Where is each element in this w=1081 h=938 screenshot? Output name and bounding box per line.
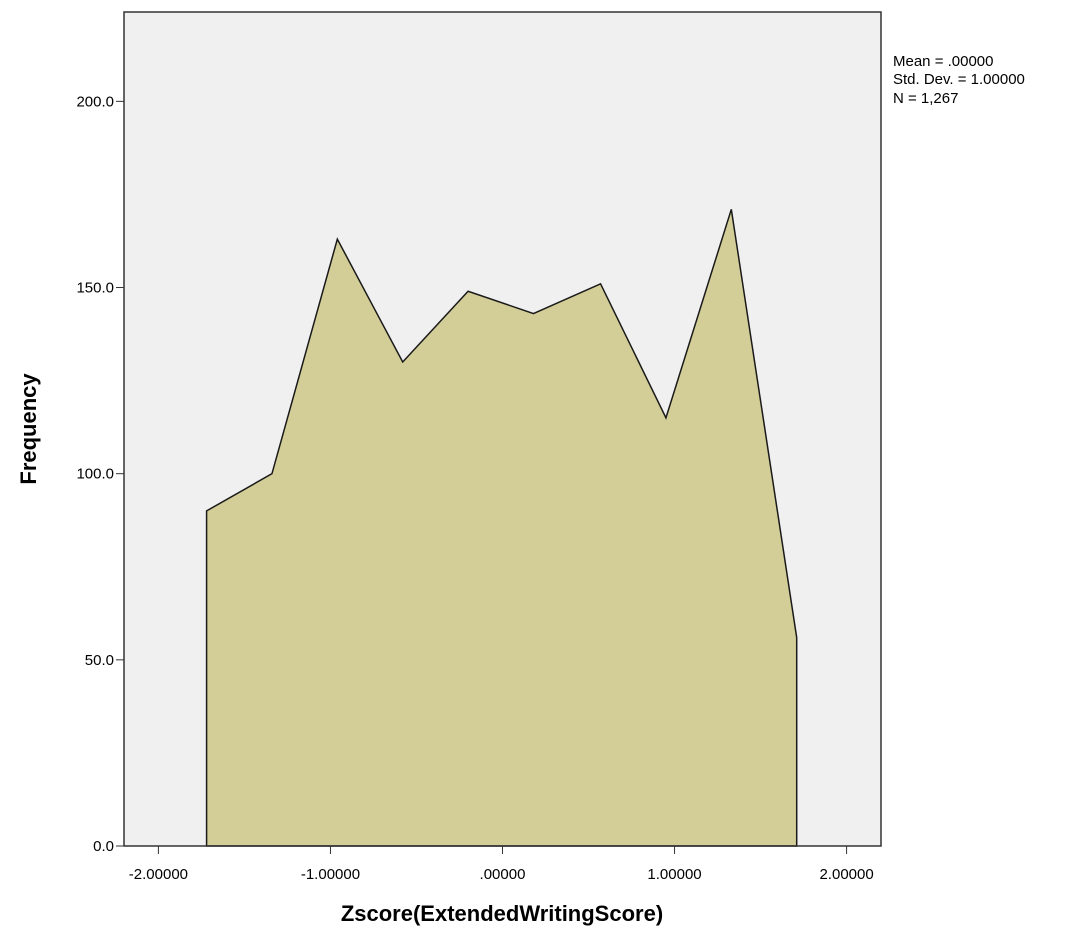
y-tick-label-4: 200.0 — [76, 93, 114, 110]
y-tick-label-1: 50.0 — [85, 652, 114, 669]
frequency-area — [205, 209, 798, 847]
y-axis-title: Frequency — [16, 373, 41, 485]
x-tick-label-3: 1.00000 — [647, 866, 701, 883]
y-tick-label-0: 0.0 — [93, 838, 114, 855]
x-tick-label-2: .00000 — [480, 866, 526, 883]
y-tick-label-3: 150.0 — [76, 280, 114, 297]
y-axis: 0.0 50.0 100.0 150.0 200.0 — [76, 93, 124, 855]
stats-mean: Mean = .00000 — [893, 53, 994, 70]
x-tick-label-4: 2.00000 — [819, 866, 873, 883]
x-axis: -2.00000 -1.00000 .00000 1.00000 2.00000 — [129, 846, 874, 883]
stats-box: Mean = .00000 Std. Dev. = 1.00000 N = 1,… — [893, 53, 1025, 107]
area-layer — [205, 209, 798, 847]
stats-std-dev: Std. Dev. = 1.00000 — [893, 71, 1025, 88]
stats-n: N = 1,267 — [893, 90, 958, 107]
x-axis-title: Zscore(ExtendedWritingScore) — [341, 901, 663, 926]
y-tick-label-2: 100.0 — [76, 466, 114, 483]
x-tick-label-1: -1.00000 — [301, 866, 360, 883]
x-tick-label-0: -2.00000 — [129, 866, 188, 883]
